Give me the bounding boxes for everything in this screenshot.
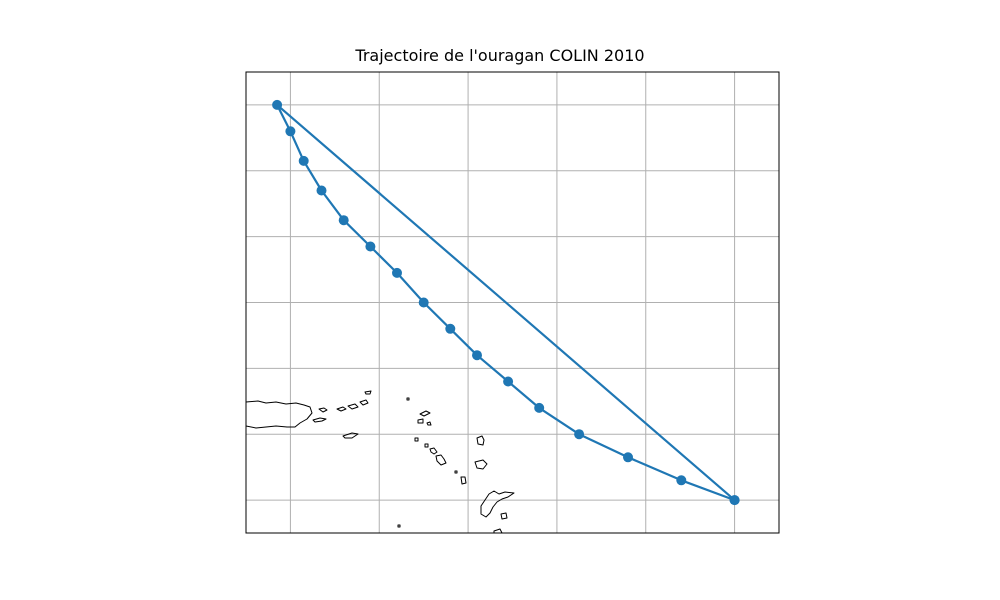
coastline-aves: [397, 524, 401, 528]
track-point: [676, 475, 687, 486]
track-point: [623, 452, 633, 463]
coastline-anegada: [364, 390, 372, 395]
coastline-antigua: [474, 459, 488, 470]
track-point: [472, 350, 482, 361]
track-point: [503, 376, 514, 387]
coastline-st-thomas: [336, 406, 347, 412]
track-point: [272, 99, 283, 110]
coastline-puerto-rico: [246, 400, 313, 429]
coastline-tortola: [347, 403, 359, 410]
coastline-nevis: [435, 454, 447, 466]
coastline-barbuda: [476, 435, 485, 446]
coastline-st-barth: [426, 421, 432, 426]
track-point: [285, 126, 296, 137]
track-point: [392, 267, 402, 278]
track-point: [574, 429, 585, 440]
map-title: Trajectoire de l'ouragan COLIN 2010: [355, 46, 645, 65]
coastline-marie-galante: [500, 512, 508, 520]
coastline-montserrat: [460, 476, 467, 485]
coastline-vieques: [312, 417, 327, 423]
coastline-st-croix: [342, 432, 359, 439]
track-point: [365, 241, 376, 252]
hurricane-track: [272, 99, 740, 506]
coastline-dominica: [493, 528, 503, 533]
map-frame: [245, 71, 780, 534]
track-point: [316, 185, 327, 196]
track-point: [338, 215, 349, 226]
track-point: [418, 297, 429, 308]
coastline-st-eustatius: [424, 443, 429, 448]
track-point: [534, 402, 545, 413]
coastline-culebra: [318, 407, 328, 413]
coastlines: [246, 390, 515, 533]
track-point: [729, 495, 740, 506]
track-point: [298, 155, 309, 166]
track-point: [445, 323, 456, 334]
coastline-guadeloupe: [480, 490, 515, 518]
coastline-redonda: [454, 470, 458, 474]
coastline-sombrero: [406, 397, 410, 401]
coastline-st-kitts: [429, 447, 438, 455]
coastline-anguilla: [419, 410, 431, 417]
coastline-st-martin: [417, 418, 424, 424]
coastline-virgin-gorda: [359, 399, 369, 406]
coastline-saba: [414, 437, 419, 442]
graticule: [246, 72, 779, 533]
